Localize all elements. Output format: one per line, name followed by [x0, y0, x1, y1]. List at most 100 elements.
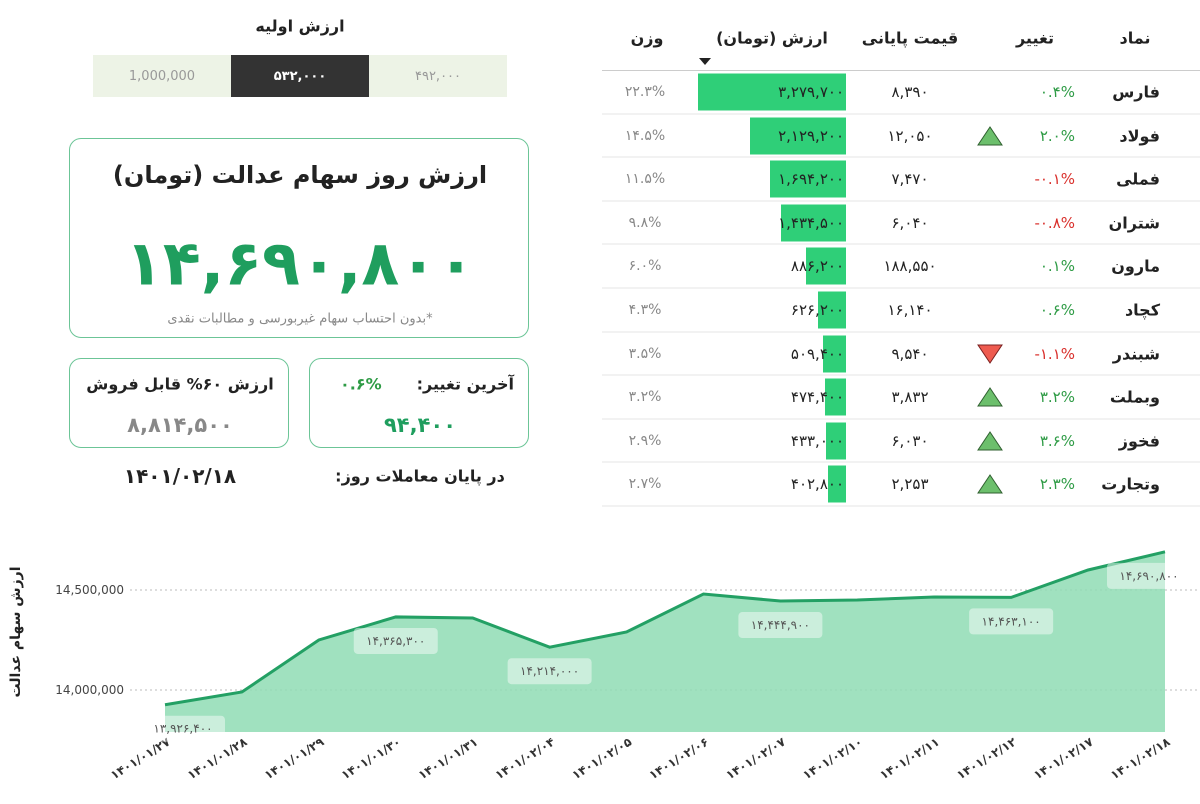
date-label: در پایان معاملات روز: — [335, 466, 505, 486]
x-tick-label: ۱۴۰۱/۰۲/۱۲ — [954, 734, 1019, 782]
value-label: ۱,۶۹۴,۲۰۰ — [778, 170, 844, 189]
value-bar — [806, 247, 846, 285]
summary-note: *بدون احتساب سهام غیربورسی و مطالبات نقد… — [167, 311, 433, 327]
summary-value: ۱۴,۶۹۰,۸۰۰ — [125, 226, 475, 300]
initial-value-option[interactable]: ۵۳۲,۰۰۰ — [231, 55, 369, 97]
change: -۰.۸% — [1034, 213, 1075, 232]
row-rule — [602, 156, 1200, 158]
trend-arrow-up — [977, 430, 1003, 451]
value-bar — [826, 422, 846, 460]
symbol: وبملت — [1109, 387, 1160, 407]
row-rule — [602, 505, 1200, 507]
value-label: ۱۴,۲۱۴,۰۰۰ — [520, 664, 579, 678]
value-label-box — [1107, 562, 1191, 589]
weight: ۳.۲% — [628, 389, 662, 406]
row-rule — [602, 243, 1200, 245]
value-label: ۴۳۳,۰۰۰ — [790, 431, 844, 450]
x-tick-label: ۱۴۰۱/۰۲/۱۱ — [877, 735, 942, 783]
symbol: فولاد — [1119, 126, 1160, 146]
x-tick-label: ۱۴۰۱/۰۱/۳۰ — [339, 735, 404, 783]
value-label-box — [141, 715, 225, 742]
initial-value-option[interactable]: 1,000,000 — [93, 55, 231, 97]
summary-title: ارزش روز سهام عدالت (تومان) — [112, 161, 488, 189]
symbol: کچاد — [1124, 300, 1160, 320]
trend-arrow-down — [977, 344, 1003, 364]
x-tick-label: ۱۴۰۱/۰۲/۱۷ — [1031, 734, 1096, 782]
last-change-value: ۹۴,۴۰۰ — [383, 413, 457, 437]
x-tick-label: ۱۴۰۱/۰۲/۰۶ — [647, 735, 712, 783]
change: -۱.۱% — [1034, 344, 1075, 363]
value-bar — [817, 291, 846, 329]
value-bar — [698, 73, 846, 111]
value-label: ۶۲۶,۲۰۰ — [790, 301, 844, 319]
x-tick-label: ۱۴۰۱/۰۲/۰۵ — [570, 735, 635, 783]
value-bar — [749, 117, 846, 155]
value-label: ۱۳,۹۲۶,۴۰۰ — [153, 722, 212, 736]
row-rule — [602, 374, 1200, 376]
weight: ۱۴.۵% — [624, 127, 666, 144]
symbol: فارس — [1112, 82, 1160, 102]
y-axis-label: ارزش سهام عدالت — [8, 566, 24, 697]
area — [165, 551, 1165, 732]
price: ۳,۸۳۲ — [891, 388, 929, 407]
column-header: ارزش (تومان) — [716, 28, 828, 48]
change: ۰.۶% — [1039, 301, 1075, 319]
initial-value-option[interactable]: ۴۹۲,۰۰۰ — [369, 55, 507, 97]
column-header: نماد — [1119, 28, 1151, 48]
weight: ۶.۰% — [628, 258, 662, 275]
value-label: ۱۴,۴۶۳,۱۰۰ — [982, 614, 1041, 628]
value-label: ۱۴,۳۶۵,۳۰۰ — [366, 634, 425, 648]
value-label: ۵۰۹,۴۰۰ — [790, 344, 844, 363]
value-bar — [769, 160, 846, 198]
value-label: ۸۸۶,۲۰۰ — [790, 257, 844, 276]
weight: ۲.۹% — [628, 432, 662, 449]
sort-indicator — [699, 58, 711, 65]
value-label: ۴۰۲,۸۰۰ — [790, 475, 844, 494]
change: ۳.۲% — [1039, 388, 1075, 407]
change: ۲.۰% — [1039, 126, 1075, 145]
sellable-value: ۸,۸۱۴,۵۰۰ — [127, 413, 233, 437]
price: ۶,۰۳۰ — [891, 431, 929, 450]
symbol: فملی — [1116, 169, 1160, 189]
last-change-percent: ۰.۶% — [340, 374, 382, 394]
row-rule — [602, 331, 1200, 333]
y-tick-label: 14,500,000 — [55, 583, 124, 597]
value-label: ۳,۲۷۹,۷۰۰ — [778, 83, 844, 101]
column-header: قیمت پایانی — [861, 28, 959, 48]
change: ۲.۳% — [1039, 475, 1075, 494]
line — [164, 550, 1166, 707]
price: ۸,۳۹۰ — [891, 83, 929, 101]
initial-value-title: ارزش اولیه — [255, 16, 345, 36]
value-label-box — [738, 612, 823, 639]
symbol: فخوز — [1118, 431, 1160, 451]
weight: ۳.۵% — [628, 345, 662, 362]
column-header: تغییر — [1015, 28, 1055, 48]
row-rule — [602, 200, 1200, 202]
sellable-card: ارزش ۶۰% قابل فروش ۸,۸۱۴,۵۰۰ — [69, 358, 289, 448]
price: ۱۲,۰۵۰ — [887, 126, 933, 145]
weight: ۹.۸% — [628, 214, 662, 231]
weight: ۱۱.۵% — [624, 171, 666, 188]
sellable-title: ارزش ۶۰% قابل فروش — [86, 374, 274, 394]
last-change-card: آخرین تغییر: ۰.۶% ۹۴,۴۰۰ — [309, 358, 529, 448]
price: ۲,۲۵۳ — [891, 475, 929, 494]
change: -۰.۱% — [1034, 170, 1075, 189]
row-rule — [602, 113, 1200, 115]
value-label: ۴۷۴,۴۰۰ — [790, 388, 844, 407]
price: ۶,۰۴۰ — [891, 213, 929, 232]
header-rule — [602, 70, 1200, 71]
price: ۱۶,۱۴۰ — [887, 301, 933, 319]
value-label-box — [353, 627, 438, 654]
date-value: ۱۴۰۱/۰۲/۱۸ — [123, 464, 237, 488]
row-rule — [602, 287, 1200, 289]
value-bar — [827, 465, 846, 503]
x-tick-label: ۱۴۰۱/۰۱/۲۹ — [262, 734, 327, 782]
price: ۹,۵۴۰ — [891, 344, 929, 363]
value-label: ۱۴,۶۹۰,۸۰۰ — [1119, 569, 1178, 583]
weight: ۲۲.۳% — [624, 84, 666, 100]
trend-arrow-up — [977, 474, 1003, 494]
symbol: وتجارت — [1101, 474, 1160, 494]
x-tick-label: ۱۴۰۱/۰۲/۱۰ — [800, 735, 865, 783]
symbol: شبندر — [1112, 344, 1160, 364]
